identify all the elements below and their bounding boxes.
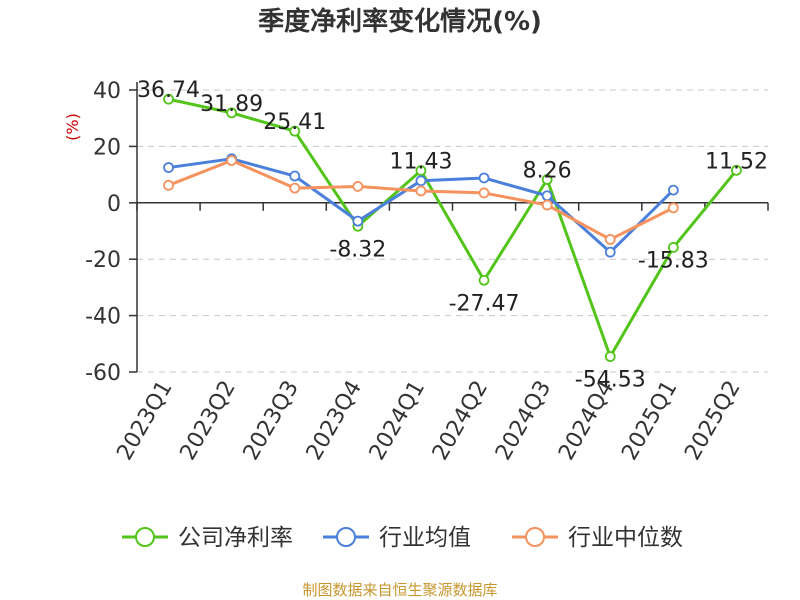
data-point (226, 107, 238, 119)
x-tick-label: 2023Q3 (239, 377, 304, 465)
data-point (478, 172, 490, 184)
data-point (289, 182, 301, 194)
data-point (289, 125, 301, 137)
data-point (352, 181, 364, 192)
y-tick-label: -20 (85, 248, 121, 273)
legend: 公司净利率 行业均值 行业中位数 (122, 525, 683, 551)
data-label: 8.26 (523, 159, 572, 184)
data-point (541, 174, 553, 185)
data-point (478, 187, 490, 199)
axes (129, 82, 769, 373)
data-point (604, 234, 616, 245)
data-label: 25.41 (263, 110, 326, 135)
data-label: -54.53 (575, 368, 646, 393)
legend-marker (336, 527, 356, 547)
data-point (478, 274, 490, 286)
chart-title: 季度净利率变化情况(%) (258, 6, 542, 37)
data-label: -15.83 (638, 248, 709, 273)
data-point (415, 175, 427, 187)
data-point (541, 199, 553, 211)
data-point (163, 93, 174, 105)
data-label: 11.52 (705, 149, 768, 174)
grid-lines (137, 89, 768, 373)
y-axis-label: (%) (63, 113, 82, 141)
data-point (604, 351, 616, 362)
data-point (604, 246, 616, 258)
data-point (731, 164, 742, 176)
y-tick-labels: 40 20 0 -20 -40 -60 (85, 79, 121, 386)
x-tick-labels: 2023Q12023Q22023Q32023Q42024Q12024Q22024… (112, 377, 745, 465)
x-tick-label: 2024Q3 (491, 377, 556, 465)
source-note: 制图数据来自恒生聚源数据库 (302, 581, 497, 599)
y-tick-label: 40 (93, 79, 121, 104)
data-point (667, 202, 679, 214)
y-tick-label: 0 (107, 192, 121, 217)
data-point (667, 184, 679, 196)
data-point (163, 179, 174, 191)
data-label: -8.32 (329, 237, 386, 262)
x-tick-label: 2023Q4 (302, 377, 367, 465)
data-point (163, 162, 174, 173)
legend-label: 行业均值 (379, 525, 471, 551)
data-point (415, 185, 427, 197)
data-label: 36.74 (137, 78, 200, 103)
series-line-0 (168, 97, 738, 359)
y-tick-label: -40 (85, 305, 121, 330)
data-label: 11.43 (389, 150, 452, 175)
data-point (352, 215, 364, 227)
data-point (541, 190, 553, 202)
y-tick-label: 20 (93, 135, 121, 160)
y-tick-label: -60 (85, 361, 121, 386)
data-point (667, 242, 679, 253)
legend-marker (525, 527, 545, 547)
data-point (289, 170, 301, 182)
x-tick-label: 2024Q1 (365, 377, 430, 465)
data-label: -27.47 (449, 291, 520, 316)
legend-label: 行业中位数 (568, 525, 683, 551)
data-point (415, 165, 427, 176)
x-tick-label: 2023Q1 (112, 377, 177, 465)
legend-label: 公司净利率 (178, 525, 293, 551)
series-lines (163, 93, 742, 362)
x-tick-label: 2023Q2 (176, 377, 241, 465)
data-label: 31.89 (200, 92, 263, 117)
x-tick-label: 2024Q2 (428, 377, 493, 465)
legend-marker (135, 527, 155, 547)
x-tick-label: 2025Q2 (680, 377, 745, 465)
data-point (226, 155, 238, 166)
